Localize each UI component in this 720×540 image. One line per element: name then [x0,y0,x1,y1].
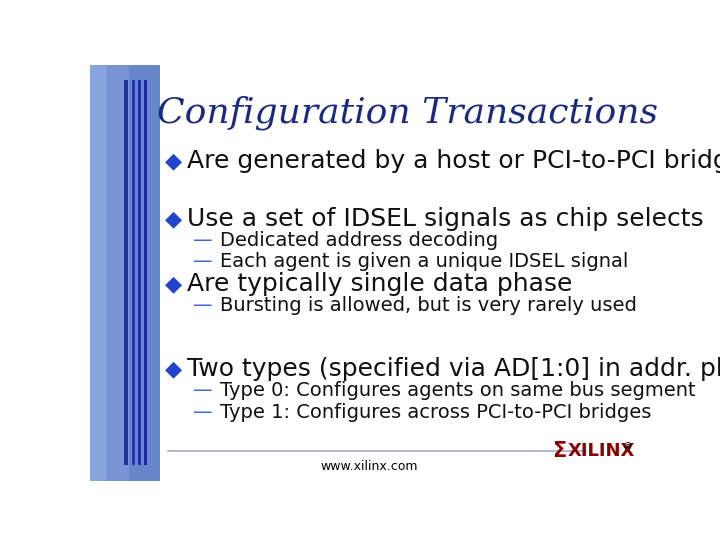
Text: —: — [192,403,212,422]
Text: —: — [192,381,212,400]
Text: ◆: ◆ [165,151,182,171]
Text: —: — [192,231,212,250]
Text: Are generated by a host or PCI-to-PCI bridge: Are generated by a host or PCI-to-PCI br… [187,149,720,173]
Text: ®: ® [622,442,632,452]
Text: www.xilinx.com: www.xilinx.com [320,460,418,473]
Bar [90,65,160,481]
Text: Each agent is given a unique IDSEL signal: Each agent is given a unique IDSEL signa… [220,252,629,272]
Text: Are typically single data phase: Are typically single data phase [187,272,572,296]
Bar [124,80,128,465]
Text: Bursting is allowed, but is very rarely used: Bursting is allowed, but is very rarely … [220,296,637,315]
Text: Configuration Transactions: Configuration Transactions [157,96,658,130]
Bar [144,80,148,465]
Text: —: — [192,296,212,315]
Text: XILINX: XILINX [568,442,635,460]
Text: ◆: ◆ [165,209,182,229]
Text: Type 0: Configures agents on same bus segment: Type 0: Configures agents on same bus se… [220,381,696,400]
Text: ◆: ◆ [165,274,182,294]
Text: Type 1: Configures across PCI-to-PCI bridges: Type 1: Configures across PCI-to-PCI bri… [220,403,652,422]
Bar [90,65,106,481]
Bar [106,65,129,481]
Text: ◆: ◆ [165,359,182,379]
Bar [138,80,141,465]
Text: —: — [192,252,212,272]
Text: Use a set of IDSEL signals as chip selects: Use a set of IDSEL signals as chip selec… [187,207,703,231]
Text: Two types (specified via AD[1:0] in addr. phase): Two types (specified via AD[1:0] in addr… [187,357,720,381]
Text: Dedicated address decoding: Dedicated address decoding [220,231,498,250]
Bar [132,80,135,465]
Text: Σ: Σ [552,441,566,461]
Bar [129,65,160,481]
